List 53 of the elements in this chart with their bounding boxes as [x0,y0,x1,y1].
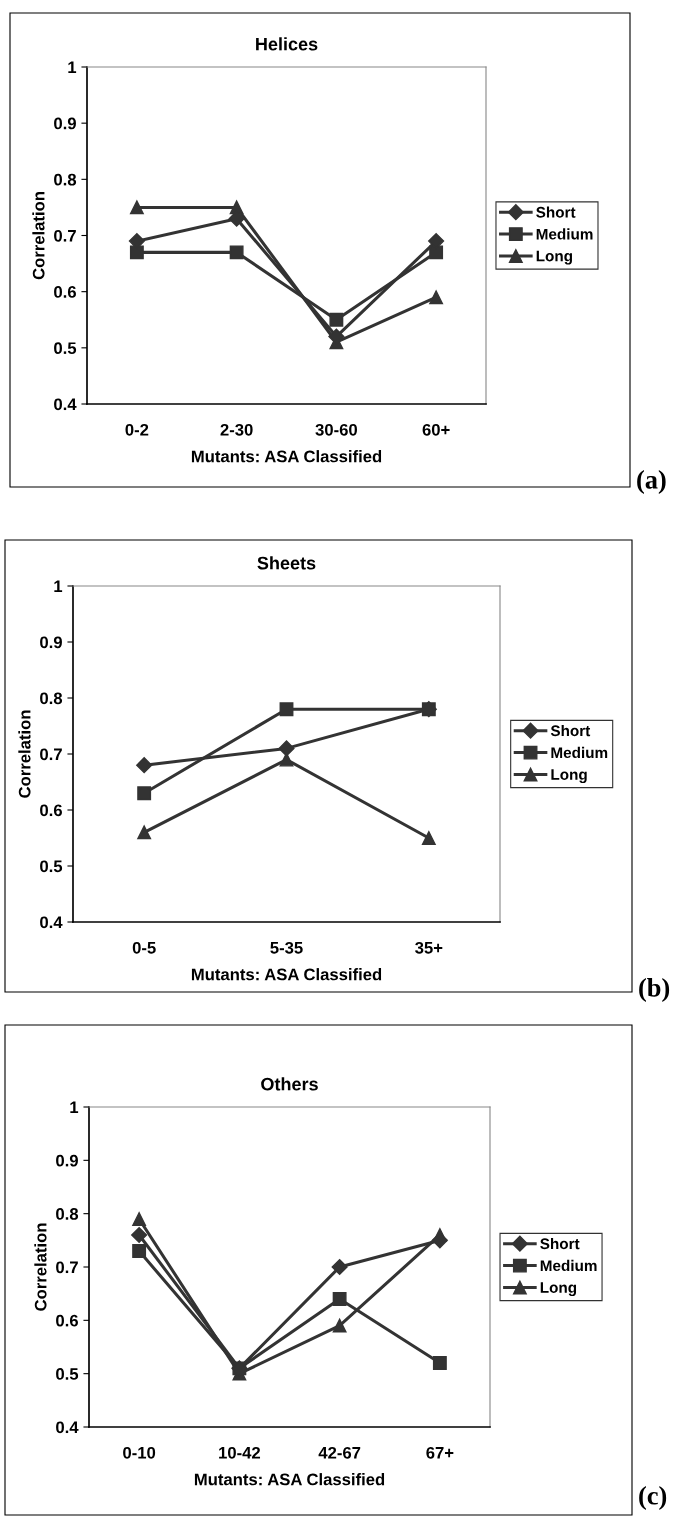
chart-title: Helices [256,37,318,51]
x-tick-label: 2-30 [220,423,253,436]
x-axis-title: Mutants: ASA Classified [194,1473,385,1486]
x-tick-label: 60+ [422,423,450,436]
chart-title: Sheets [257,556,316,570]
x-tick-label: 30-60 [315,423,358,436]
x-tick-label: 5-35 [270,941,303,954]
y-tick-label: 0.5 [40,860,63,873]
y-tick-label: 0.5 [56,1368,79,1380]
y-tick-label: 0.8 [54,173,77,186]
chart-title: Others [261,1077,318,1091]
y-tick-label: 0.9 [54,117,76,130]
x-tick-label: 0-10 [123,1446,156,1459]
y-tick-label: 0.8 [56,1208,79,1220]
legend-label: Short [540,1237,580,1250]
y-tick-label: 0.7 [40,748,62,761]
x-tick-label: 0-2 [125,423,149,436]
y-tick-label: 0.7 [54,229,76,242]
y-tick-label: 0.6 [40,804,62,817]
y-tick-label: 1 [70,1101,79,1114]
y-tick-label: 0.9 [56,1154,78,1167]
legend-label: Medium [551,746,608,759]
text: (c) [639,1486,667,1510]
y-tick-label: 0.7 [56,1261,78,1274]
x-tick-label: 35+ [415,941,443,954]
x-axis-title: Mutants: ASA Classified [191,968,382,981]
y-tick-label: 0.4 [40,916,63,929]
y-tick-label: 0.5 [54,342,77,355]
text: (b) [639,978,670,1002]
y-axis-title: Correlation [18,710,31,798]
y-tick-label: 0.6 [54,286,76,298]
y-tick-label: 1 [54,580,63,593]
y-tick-label: 0.4 [56,1421,79,1434]
legend-label: Medium [536,228,593,240]
y-tick-label: 0.9 [40,636,62,649]
x-tick-label: 67+ [426,1446,454,1459]
y-tick-label: 0.8 [40,692,63,705]
x-tick-label: 10-42 [219,1446,261,1459]
legend-label: Medium [540,1259,597,1272]
legend-label: Long [551,769,587,784]
x-tick-label: 42-67 [318,1446,361,1459]
y-axis-title: Correlation [32,192,45,280]
legend-label: Short [536,206,576,218]
y-tick-label: 1 [68,61,77,74]
legend-label: Long [540,1282,577,1297]
y-axis-title: Correlation [34,1223,47,1311]
y-tick-label: 0.4 [54,398,77,411]
legend-label: Long [536,250,572,265]
text: (a) [637,470,666,494]
legend-label: Short [550,724,591,737]
x-tick-label: 0-5 [132,941,156,954]
x-axis-title: Mutants: ASA Classified [191,450,382,463]
y-tick-label: 0.6 [56,1314,78,1327]
